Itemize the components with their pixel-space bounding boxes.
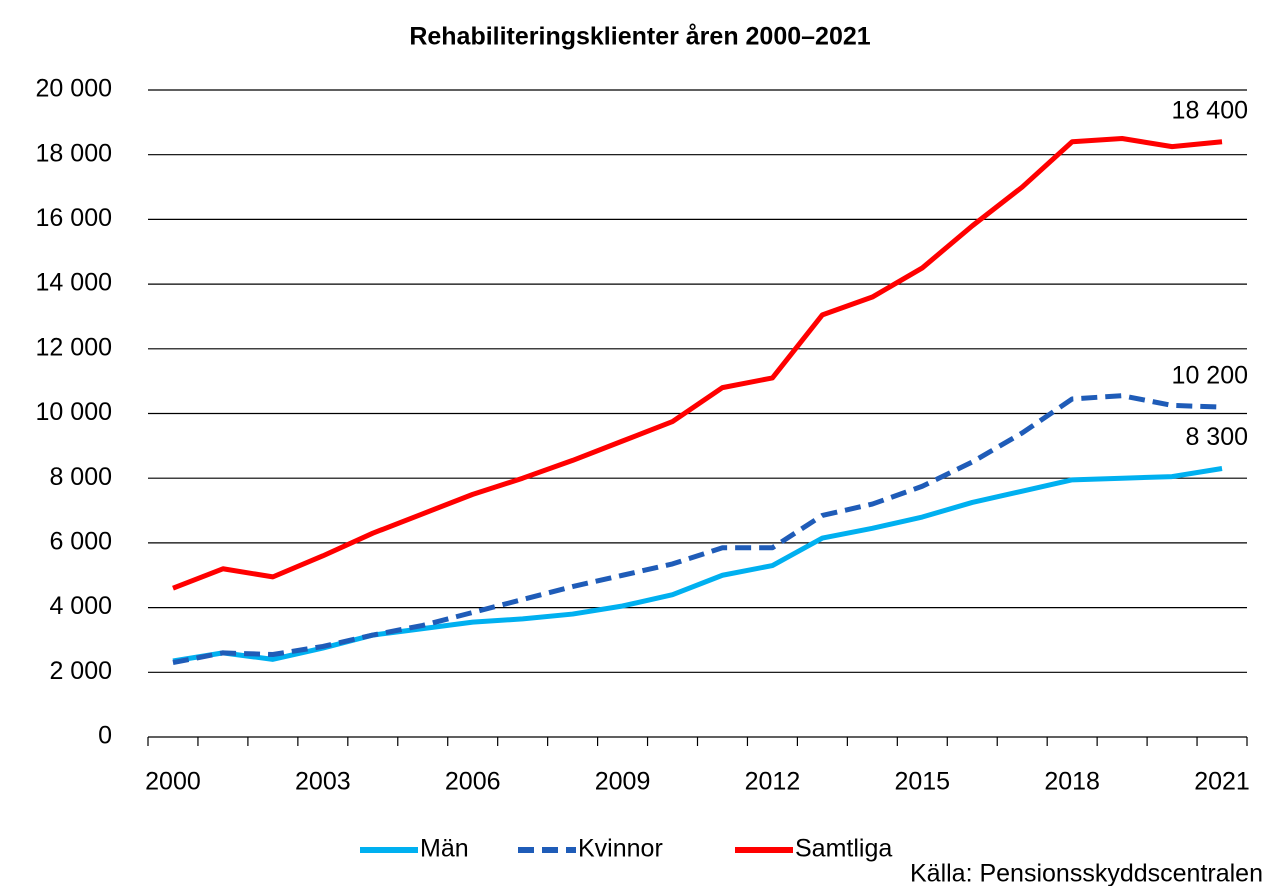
source: Källa: Pensionsskyddscentralen — [910, 860, 1263, 886]
y-tick-label: 16 000 — [36, 204, 112, 232]
x-tick-label: 2015 — [894, 768, 950, 796]
legend-label: Män — [420, 835, 469, 863]
y-tick-label: 14 000 — [36, 269, 112, 297]
y-tick-label: 8 000 — [49, 463, 112, 491]
data-label: 8 300 — [1185, 423, 1248, 451]
legend-label: Samtliga — [795, 835, 892, 863]
line-series — [172, 136, 1223, 591]
y-tick-label: 10 000 — [36, 398, 112, 426]
x-tick-label: 2009 — [595, 768, 651, 796]
x-tick-label: 2012 — [745, 768, 801, 796]
line-series — [172, 393, 1223, 666]
chart-title: Rehabiliteringsklienter åren 2000–2021 — [409, 23, 870, 51]
y-tick-label: 6 000 — [49, 528, 112, 556]
x-tick-label: 2021 — [1194, 768, 1250, 796]
x-tick-label: 2003 — [295, 768, 351, 796]
y-tick-label: 12 000 — [36, 333, 112, 361]
x-tick-label: 2000 — [145, 768, 201, 796]
x-tick-label: 2006 — [445, 768, 501, 796]
line-series — [172, 466, 1223, 664]
data-label: 10 200 — [1172, 362, 1248, 390]
y-tick-label: 18 000 — [36, 139, 112, 167]
data-label: 18 400 — [1172, 96, 1248, 124]
y-tick-label: 2 000 — [49, 657, 112, 685]
y-tick-label: 0 — [98, 722, 112, 750]
y-tick-label: 20 000 — [36, 75, 112, 103]
x-tick-label: 2018 — [1044, 768, 1100, 796]
y-tick-label: 4 000 — [49, 592, 112, 620]
legend-label: Kvinnor — [578, 835, 663, 863]
